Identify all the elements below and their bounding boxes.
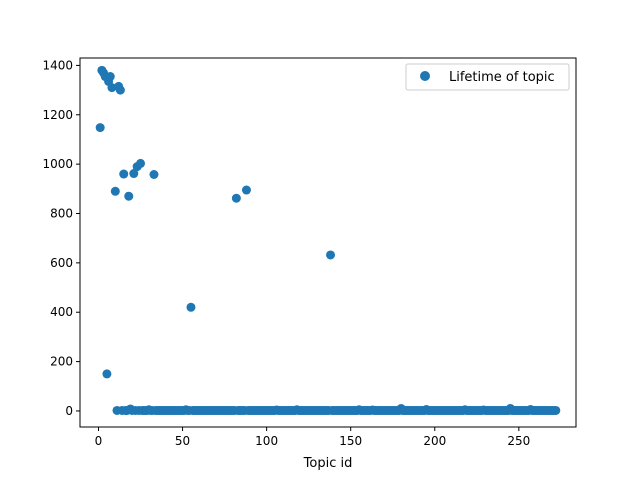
y-axis-ticks: 0 200 400 600 800 1000 1200 1400 bbox=[42, 58, 80, 418]
y-tick-label: 1400 bbox=[42, 58, 73, 72]
x-tick-label: 150 bbox=[339, 434, 362, 448]
legend-box bbox=[405, 63, 570, 91]
data-point bbox=[105, 72, 115, 82]
plot-area-frame bbox=[79, 57, 577, 428]
y-tick-label: 1200 bbox=[42, 108, 73, 122]
data-point bbox=[119, 169, 129, 179]
y-tick-label: 0 bbox=[65, 404, 73, 418]
data-point bbox=[326, 250, 336, 260]
legend: Lifetime of topic bbox=[405, 63, 570, 91]
data-point bbox=[551, 405, 561, 415]
x-axis-ticks: 0 50 100 150 200 250 bbox=[95, 427, 530, 448]
data-point bbox=[124, 191, 134, 201]
x-tick-label: 100 bbox=[255, 434, 278, 448]
x-tick-label: 250 bbox=[507, 434, 530, 448]
legend-marker bbox=[420, 71, 430, 81]
data-point bbox=[115, 85, 125, 95]
data-point bbox=[231, 193, 241, 203]
data-point bbox=[107, 83, 117, 93]
data-point bbox=[129, 169, 139, 179]
data-point bbox=[102, 369, 112, 379]
y-tick-label: 1000 bbox=[42, 157, 73, 171]
data-point bbox=[186, 302, 196, 312]
data-point bbox=[241, 185, 251, 195]
x-tick-label: 0 bbox=[95, 434, 103, 448]
y-tick-label: 600 bbox=[50, 256, 73, 270]
legend-entry-lifetime-of-topic: Lifetime of topic bbox=[449, 70, 555, 85]
x-tick-label: 200 bbox=[423, 434, 446, 448]
data-points bbox=[95, 65, 561, 415]
y-tick-label: 400 bbox=[50, 305, 73, 319]
x-axis-label: Topic id bbox=[303, 456, 353, 471]
x-tick-label: 50 bbox=[175, 434, 190, 448]
y-tick-label: 200 bbox=[50, 355, 73, 369]
data-point bbox=[95, 123, 105, 133]
y-tick-label: 800 bbox=[50, 206, 73, 220]
data-point bbox=[149, 170, 159, 179]
data-point bbox=[136, 158, 146, 168]
data-point bbox=[110, 186, 120, 196]
